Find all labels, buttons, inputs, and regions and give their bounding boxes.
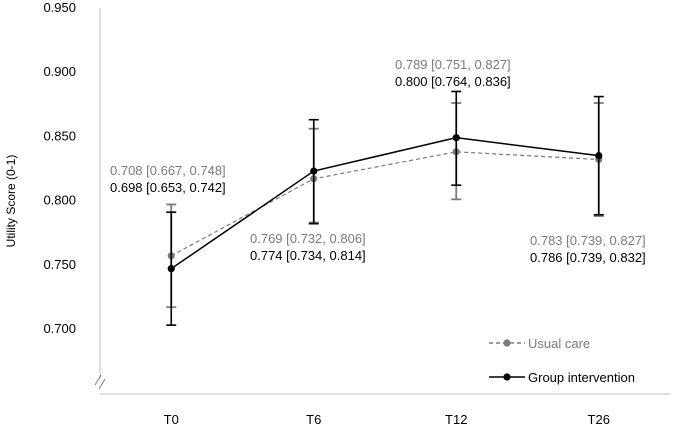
y-tick-label: 0.950 [43,0,76,15]
data-label: 0.769 [0.732, 0.806] [250,231,366,246]
data-label: 0.783 [0.739, 0.827] [530,233,646,248]
legend-item: Usual care [489,336,590,351]
y-tick-label: 0.850 [43,128,76,143]
data-label: 0.708 [0.667, 0.748] [110,163,226,178]
y-tick-labels: 0.700 0.750 0.800 0.850 0.900 0.950 [43,0,76,336]
y-tick-label: 0.700 [43,321,76,336]
data-label: 0.786 [0.739, 0.832] [530,250,646,265]
legend-item: Group intervention [489,370,635,385]
data-point [595,152,603,160]
legend-swatch-marker [503,373,511,381]
data-label: 0.774 [0.734, 0.814] [250,248,366,263]
data-point [452,134,460,142]
legend-label: Usual care [528,336,590,351]
series-layer [166,90,604,326]
x-tick-label: T0 [164,412,179,427]
y-axis-label: Utility Score (0-1) [4,155,18,248]
data-labels: 0.708 [0.667, 0.748] 0.769 [0.732, 0.806]… [110,57,646,265]
x-tick-label: T26 [588,412,610,427]
legend-label: Group intervention [528,370,635,385]
legend: Usual care Group intervention [489,336,635,385]
x-tick-labels: T0 T6 T12 T26 [164,412,610,427]
series-line [170,151,599,257]
axis-break-mark [94,374,106,390]
data-label: 0.789 [0.751, 0.827] [395,57,511,72]
legend-swatch-marker [503,339,511,347]
y-tick-label: 0.900 [43,64,76,79]
data-label: 0.800 [0.764, 0.836] [395,74,511,89]
y-tick-label: 0.800 [43,193,76,208]
series-usual-care [166,102,604,309]
x-tick-label: T12 [445,412,467,427]
data-point [167,265,175,273]
series-line [170,136,599,270]
axes [94,8,670,395]
data-label: 0.698 [0.653, 0.742] [110,180,226,195]
data-point [310,167,318,175]
series-group-intervention [166,90,604,326]
y-tick-label: 0.750 [43,257,76,272]
x-tick-label: T6 [306,412,321,427]
